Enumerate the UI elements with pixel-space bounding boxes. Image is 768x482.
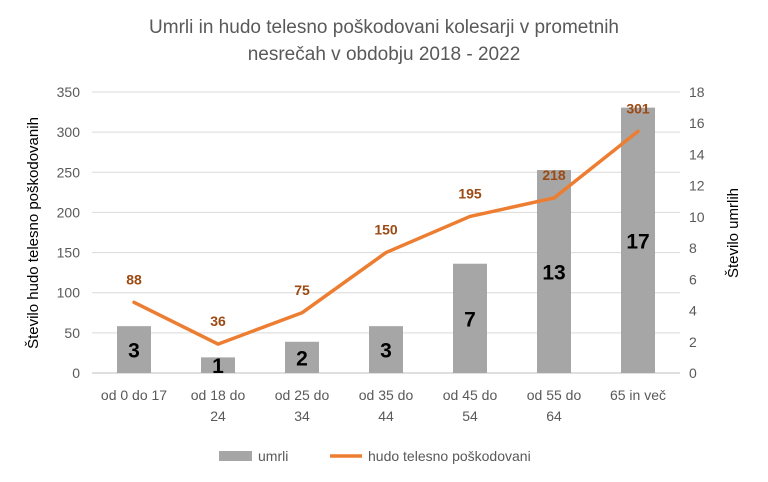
line-label-0: 88 [126, 271, 142, 287]
line-label-3: 150 [374, 222, 398, 238]
bar-umrli-4 [453, 263, 487, 373]
line-hudo-telesno-poskodovani [132, 129, 640, 346]
bar-label-6: 17 [626, 230, 649, 253]
bar-label-2: 2 [296, 347, 308, 370]
legend-label-umrli: umrli [258, 448, 288, 464]
bar-umrli-6 [621, 107, 655, 373]
line-point-4 [468, 214, 472, 218]
y-right-tick-5: 10 [689, 209, 705, 225]
y-axis-left: 0 50 100 150 200 250 300 350 [57, 84, 81, 381]
x-tick-3-1: 44 [378, 408, 394, 424]
y-left-tick-1: 50 [64, 325, 80, 341]
legend-label-hudo: hudo telesno poškodovani [368, 448, 531, 464]
line-point-2 [300, 311, 304, 315]
y-axis-right: 0 2 4 6 8 10 12 14 16 18 [689, 84, 705, 381]
chart-title-line-1: Umrli in hudo telesno poškodovani kolesa… [149, 17, 619, 38]
y-right-tick-6: 12 [689, 178, 705, 194]
y-right-tick-9: 18 [689, 84, 705, 100]
bar-umrli-5 [537, 170, 571, 373]
chart-title-line-2: nesrečah v obdobju 2018 - 2022 [248, 44, 521, 65]
y-right-tick-3: 6 [689, 271, 697, 287]
bars-umrli [117, 107, 655, 373]
y-left-tick-0: 0 [72, 365, 80, 381]
line-label-2: 75 [294, 282, 310, 298]
y-left-tick-4: 200 [57, 204, 81, 220]
x-tick-1-0: od 18 do [191, 387, 246, 403]
x-axis: od 0 do 17 od 18 do 24 od 25 do 34 od 35 do 44… [101, 387, 666, 424]
x-tick-2-1: 34 [294, 408, 310, 424]
line-label-4: 195 [458, 185, 482, 201]
line-point-1 [216, 342, 220, 346]
bar-label-3: 3 [380, 340, 392, 363]
legend-swatch-umrli [219, 451, 252, 461]
y-axis-left-title: Število hudo telesno poškodovanih [25, 117, 42, 349]
x-tick-5-0: od 55 do [527, 387, 582, 403]
y-left-tick-3: 150 [57, 245, 81, 261]
y-right-tick-7: 14 [689, 146, 705, 162]
data-labels: 3 1 2 3 7 13 17 88 36 75 150 195 218 301 [126, 100, 650, 378]
line-point-0 [132, 300, 136, 304]
bar-umrli-1 [201, 357, 235, 373]
y-left-tick-6: 300 [57, 124, 81, 140]
x-tick-6-0: 65 in več [610, 387, 666, 403]
line-point-3 [384, 251, 388, 255]
y-left-tick-7: 350 [57, 84, 81, 100]
y-right-tick-2: 4 [689, 303, 697, 319]
bar-label-1: 1 [212, 355, 224, 378]
x-tick-1-1: 24 [210, 408, 226, 424]
x-tick-3-0: od 35 do [359, 387, 414, 403]
y-right-tick-1: 2 [689, 334, 697, 350]
x-tick-4-0: od 45 do [443, 387, 498, 403]
y-left-tick-2: 100 [57, 285, 81, 301]
y-right-tick-0: 0 [689, 365, 697, 381]
line-point-5 [552, 196, 556, 200]
x-tick-0-0: od 0 do 17 [101, 387, 167, 403]
x-tick-2-0: od 25 do [275, 387, 330, 403]
x-tick-4-1: 54 [462, 408, 478, 424]
line-point-6 [636, 129, 640, 133]
y-left-tick-5: 250 [57, 164, 81, 180]
bar-umrli-3 [369, 326, 403, 373]
line-label-1: 36 [210, 313, 226, 329]
legend: umrli hudo telesno poškodovani [219, 448, 531, 464]
bar-label-0: 3 [128, 340, 140, 363]
bar-umrli-0 [117, 326, 151, 373]
x-tick-5-1: 64 [546, 408, 562, 424]
bar-label-4: 7 [464, 308, 476, 331]
bar-umrli-2 [285, 341, 319, 373]
bar-label-5: 13 [542, 262, 565, 285]
line-label-6: 301 [626, 100, 650, 116]
line-label-5: 218 [542, 167, 566, 183]
y-axis-right-title: Število umrlih [725, 188, 742, 278]
y-right-tick-4: 8 [689, 240, 697, 256]
y-right-tick-8: 16 [689, 115, 705, 131]
